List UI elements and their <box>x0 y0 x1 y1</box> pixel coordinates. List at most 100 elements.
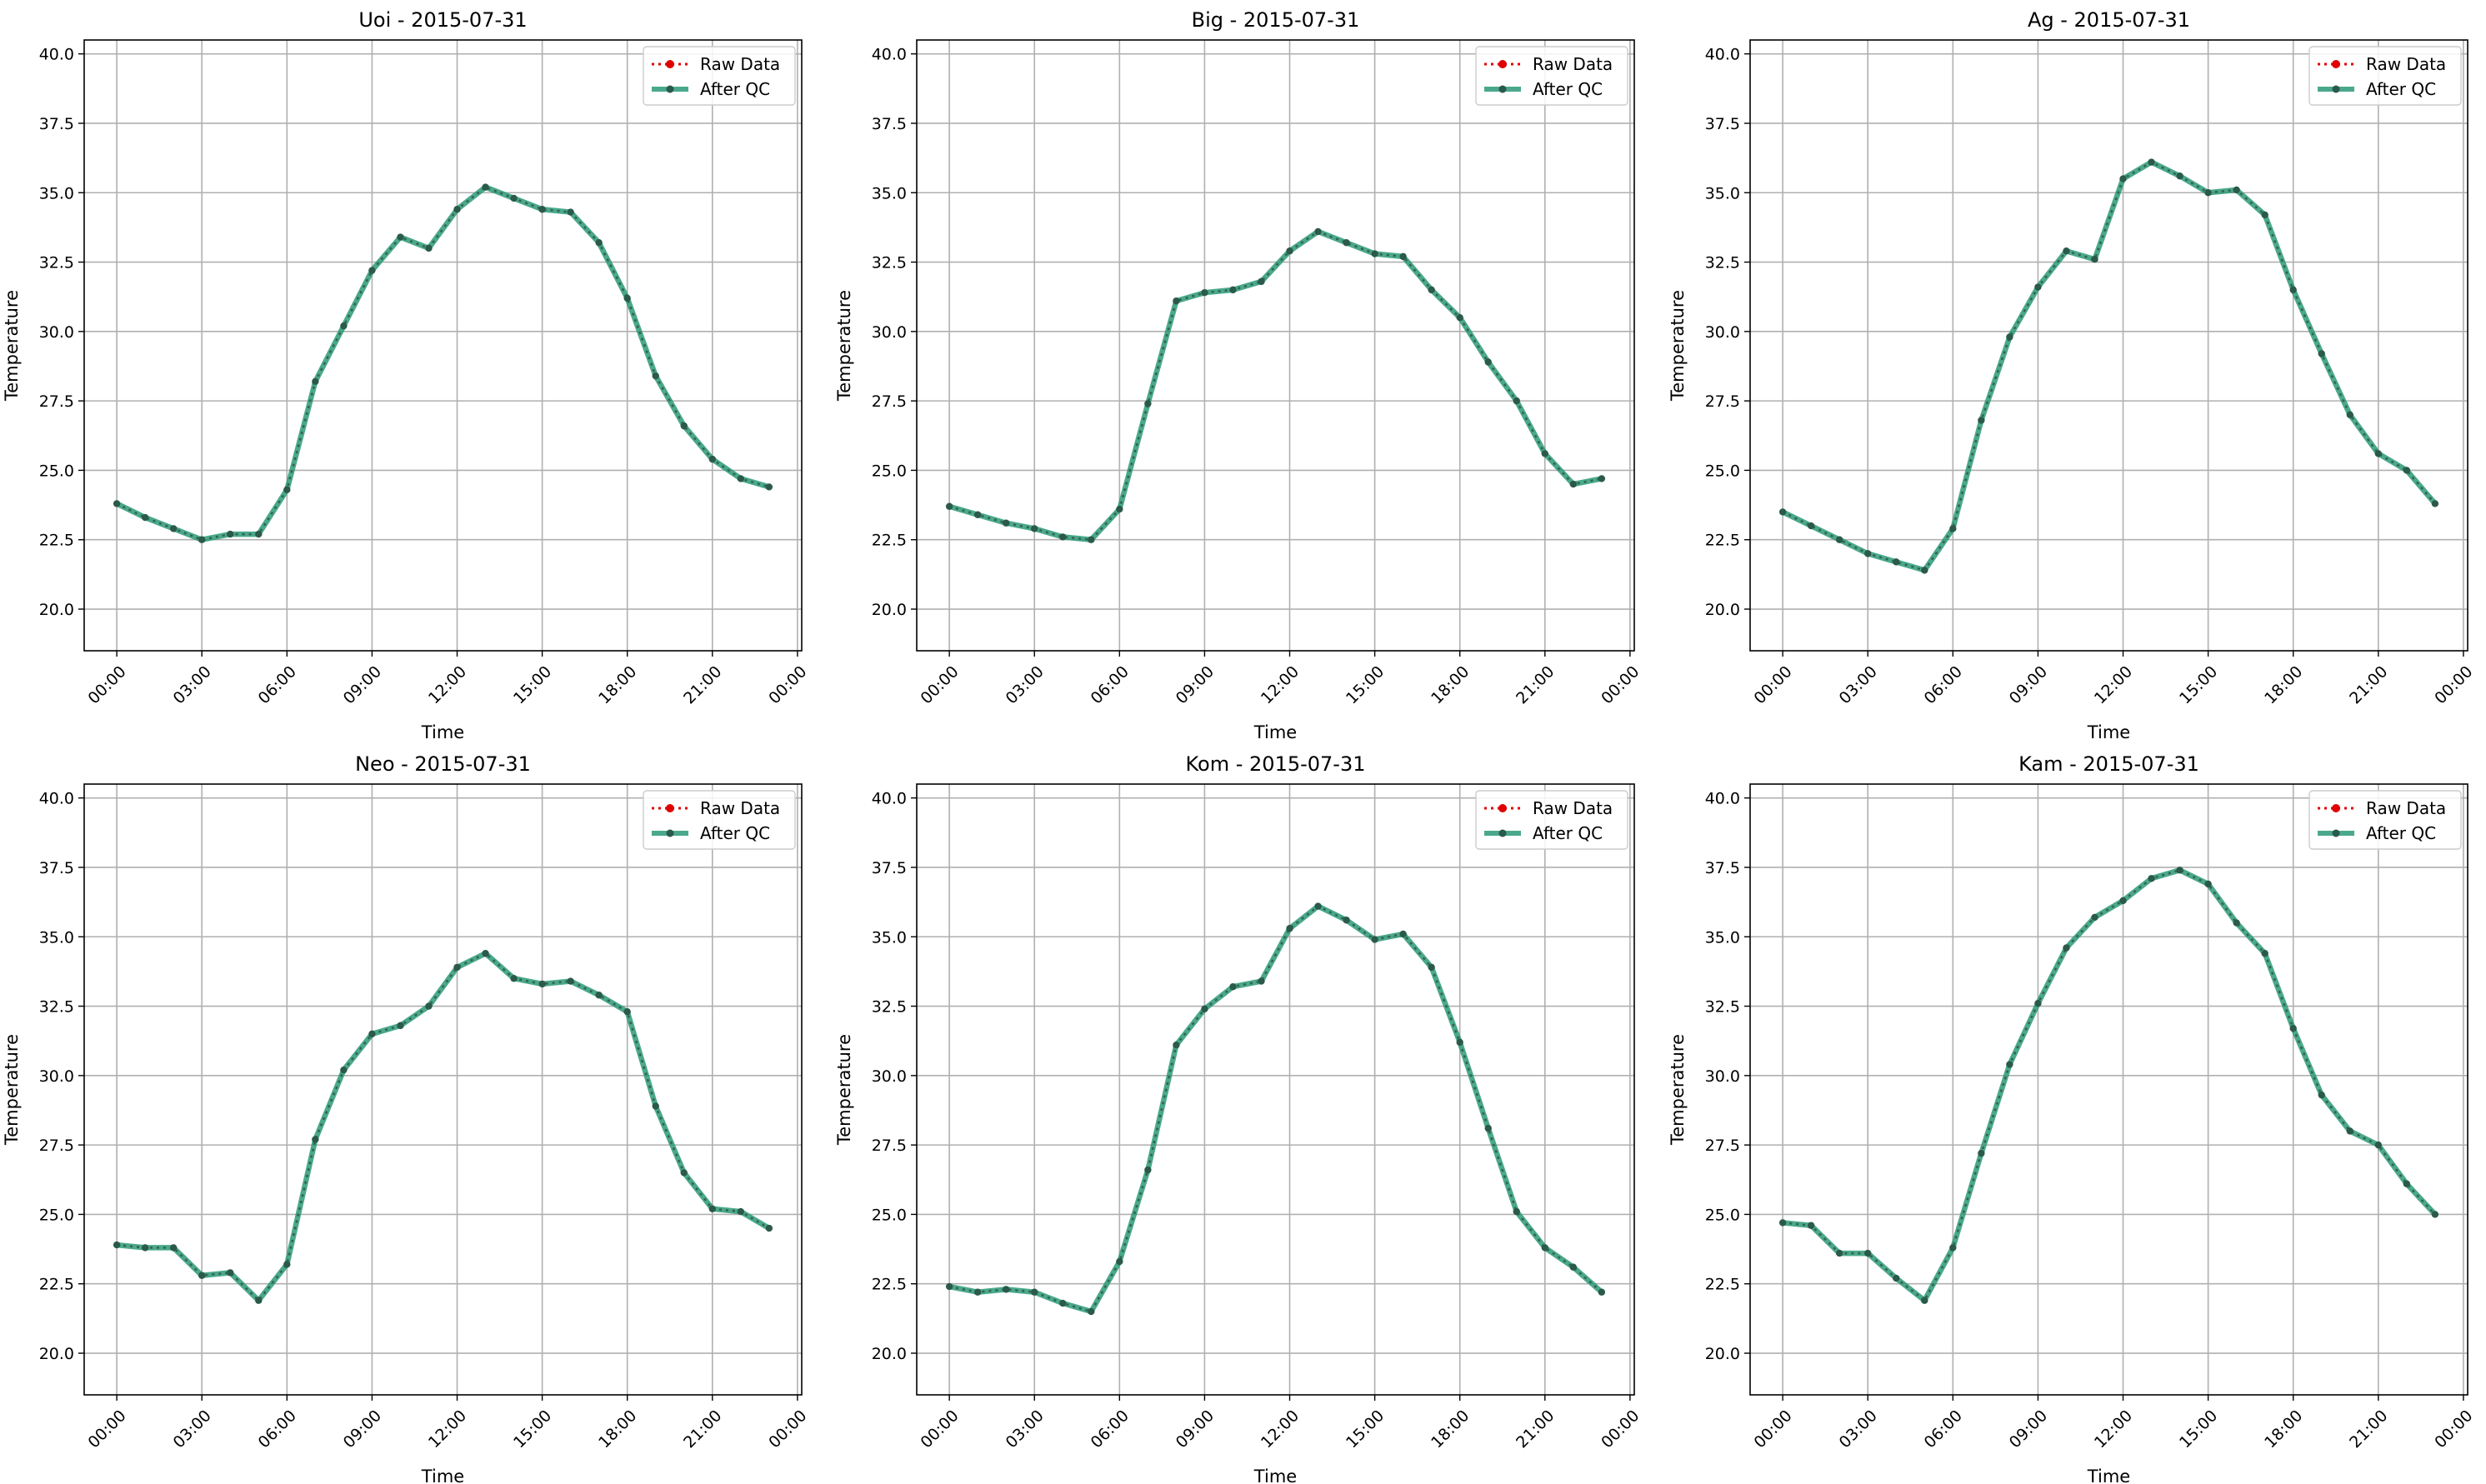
data-point <box>113 500 120 507</box>
y-tick-label: 30.0 <box>39 323 74 342</box>
legend-label-raw: Raw Data <box>700 798 780 818</box>
grid <box>917 784 1634 1395</box>
x-tick-label: 09:00 <box>340 1407 385 1452</box>
y-tick-label: 35.0 <box>1705 184 1740 202</box>
y-tick-label: 35.0 <box>39 928 74 947</box>
y-tick-label: 30.0 <box>872 1067 907 1086</box>
legend-label-after-qc: After QC <box>1533 79 1603 99</box>
x-tick-label: 06:00 <box>1921 662 1966 707</box>
data-point <box>2318 350 2325 357</box>
y-tick-label: 40.0 <box>1705 46 1740 64</box>
y-tick-label: 27.5 <box>39 392 74 411</box>
axes-frame <box>917 784 1634 1395</box>
chart-panel: Neo - 2015-07-31 20.0 22.5 25.0 27.5 30.0 32.5… <box>2 752 811 1484</box>
y-tick-label: 22.5 <box>872 532 907 550</box>
data-point <box>2148 875 2154 882</box>
data-point <box>2006 333 2013 340</box>
x-axis-label: Time <box>2087 722 2130 742</box>
y-tick-label: 27.5 <box>1705 1137 1740 1155</box>
x-tick-label: 15:00 <box>510 662 555 707</box>
x-tick-label: 21:00 <box>2346 662 2391 707</box>
y-tick-label: 30.0 <box>1705 323 1740 342</box>
legend-marker-raw <box>2332 804 2340 812</box>
x-tick-label: 09:00 <box>2006 1407 2051 1452</box>
data-point <box>1598 475 1605 482</box>
data-point <box>425 245 432 252</box>
y-tick-label: 32.5 <box>39 998 74 1017</box>
legend: Raw Data After QC <box>1476 47 1628 105</box>
data-point <box>2063 247 2069 254</box>
data-point <box>595 992 602 998</box>
legend-marker-after-qc <box>1499 86 1507 93</box>
data-point <box>974 512 981 518</box>
data-point <box>2034 1000 2041 1007</box>
data-point <box>1059 1300 1066 1307</box>
axes-frame <box>84 40 802 651</box>
chart-panel: Kom - 2015-07-31 20.0 22.5 25.0 27.5 30.0 32.5… <box>834 752 1643 1484</box>
x-tick-label: 12:00 <box>425 1407 470 1452</box>
data-point <box>1949 525 1956 532</box>
data-point <box>2176 867 2183 873</box>
data-point <box>738 1208 744 1215</box>
y-tick-label: 27.5 <box>872 1137 907 1155</box>
data-point <box>2034 283 2041 290</box>
data-point <box>2290 1025 2297 1032</box>
data-point <box>567 977 573 984</box>
data-point <box>142 514 148 521</box>
data-point <box>1808 522 1814 529</box>
data-point <box>1144 400 1151 407</box>
data-point <box>1864 550 1871 557</box>
grid <box>84 40 802 651</box>
series-line-raw <box>117 953 769 1300</box>
data-point <box>567 208 573 215</box>
data-point <box>946 503 953 510</box>
data-point <box>2063 944 2069 951</box>
y-axis-label: Temperature <box>1668 1034 1688 1146</box>
series-line-raw <box>117 187 769 540</box>
y-tick-label: 25.0 <box>872 1206 907 1224</box>
chart-title: Big - 2015-07-31 <box>1192 8 1360 32</box>
y-tick-label: 20.0 <box>1705 601 1740 619</box>
x-tick-label: 15:00 <box>2176 662 2221 707</box>
grid <box>917 40 1634 651</box>
data-point <box>198 1272 205 1279</box>
x-tick-label: 15:00 <box>2176 1407 2221 1452</box>
x-tick-label: 03:00 <box>1836 1407 1881 1452</box>
x-tick-label: 09:00 <box>1173 662 1218 707</box>
x-tick-label: 03:00 <box>1003 1407 1048 1452</box>
data-point <box>681 1169 688 1176</box>
data-point <box>709 456 716 462</box>
data-point <box>653 1102 659 1109</box>
y-tick-label: 27.5 <box>39 1137 74 1155</box>
data-point <box>681 422 688 429</box>
y-tick-label: 40.0 <box>872 46 907 64</box>
data-point <box>1513 1208 1520 1215</box>
data-point <box>2204 881 2211 887</box>
y-tick-label: 40.0 <box>39 46 74 64</box>
x-axis-label: Time <box>421 722 464 742</box>
x-tick-label: 03:00 <box>170 1407 215 1452</box>
axes-frame <box>1750 784 2468 1395</box>
y-axis-label: Temperature <box>2 1034 22 1146</box>
data-point <box>1893 558 1899 565</box>
x-tick-label: 00:00 <box>84 662 129 707</box>
x-tick-label: 18:00 <box>2261 1407 2306 1452</box>
x-tick-label: 06:00 <box>1088 662 1133 707</box>
y-tick-label: 40.0 <box>39 790 74 808</box>
data-point <box>1542 450 1548 457</box>
data-point <box>1343 239 1349 246</box>
y-tick-label: 37.5 <box>1705 115 1740 133</box>
chart-title: Kam - 2015-07-31 <box>2018 752 2199 776</box>
data-point <box>2432 500 2438 507</box>
y-tick-label: 37.5 <box>872 115 907 133</box>
y-tick-label: 20.0 <box>872 601 907 619</box>
legend-label-raw: Raw Data <box>700 54 780 74</box>
data-point <box>2148 158 2154 165</box>
y-tick-label: 22.5 <box>872 1276 907 1294</box>
series-line-after-qc <box>117 187 769 540</box>
legend-label-raw: Raw Data <box>1533 54 1613 74</box>
data-point <box>1258 977 1264 984</box>
y-tick-label: 30.0 <box>1705 1067 1740 1086</box>
data-point <box>2347 1127 2353 1134</box>
y-tick-label: 35.0 <box>872 928 907 947</box>
